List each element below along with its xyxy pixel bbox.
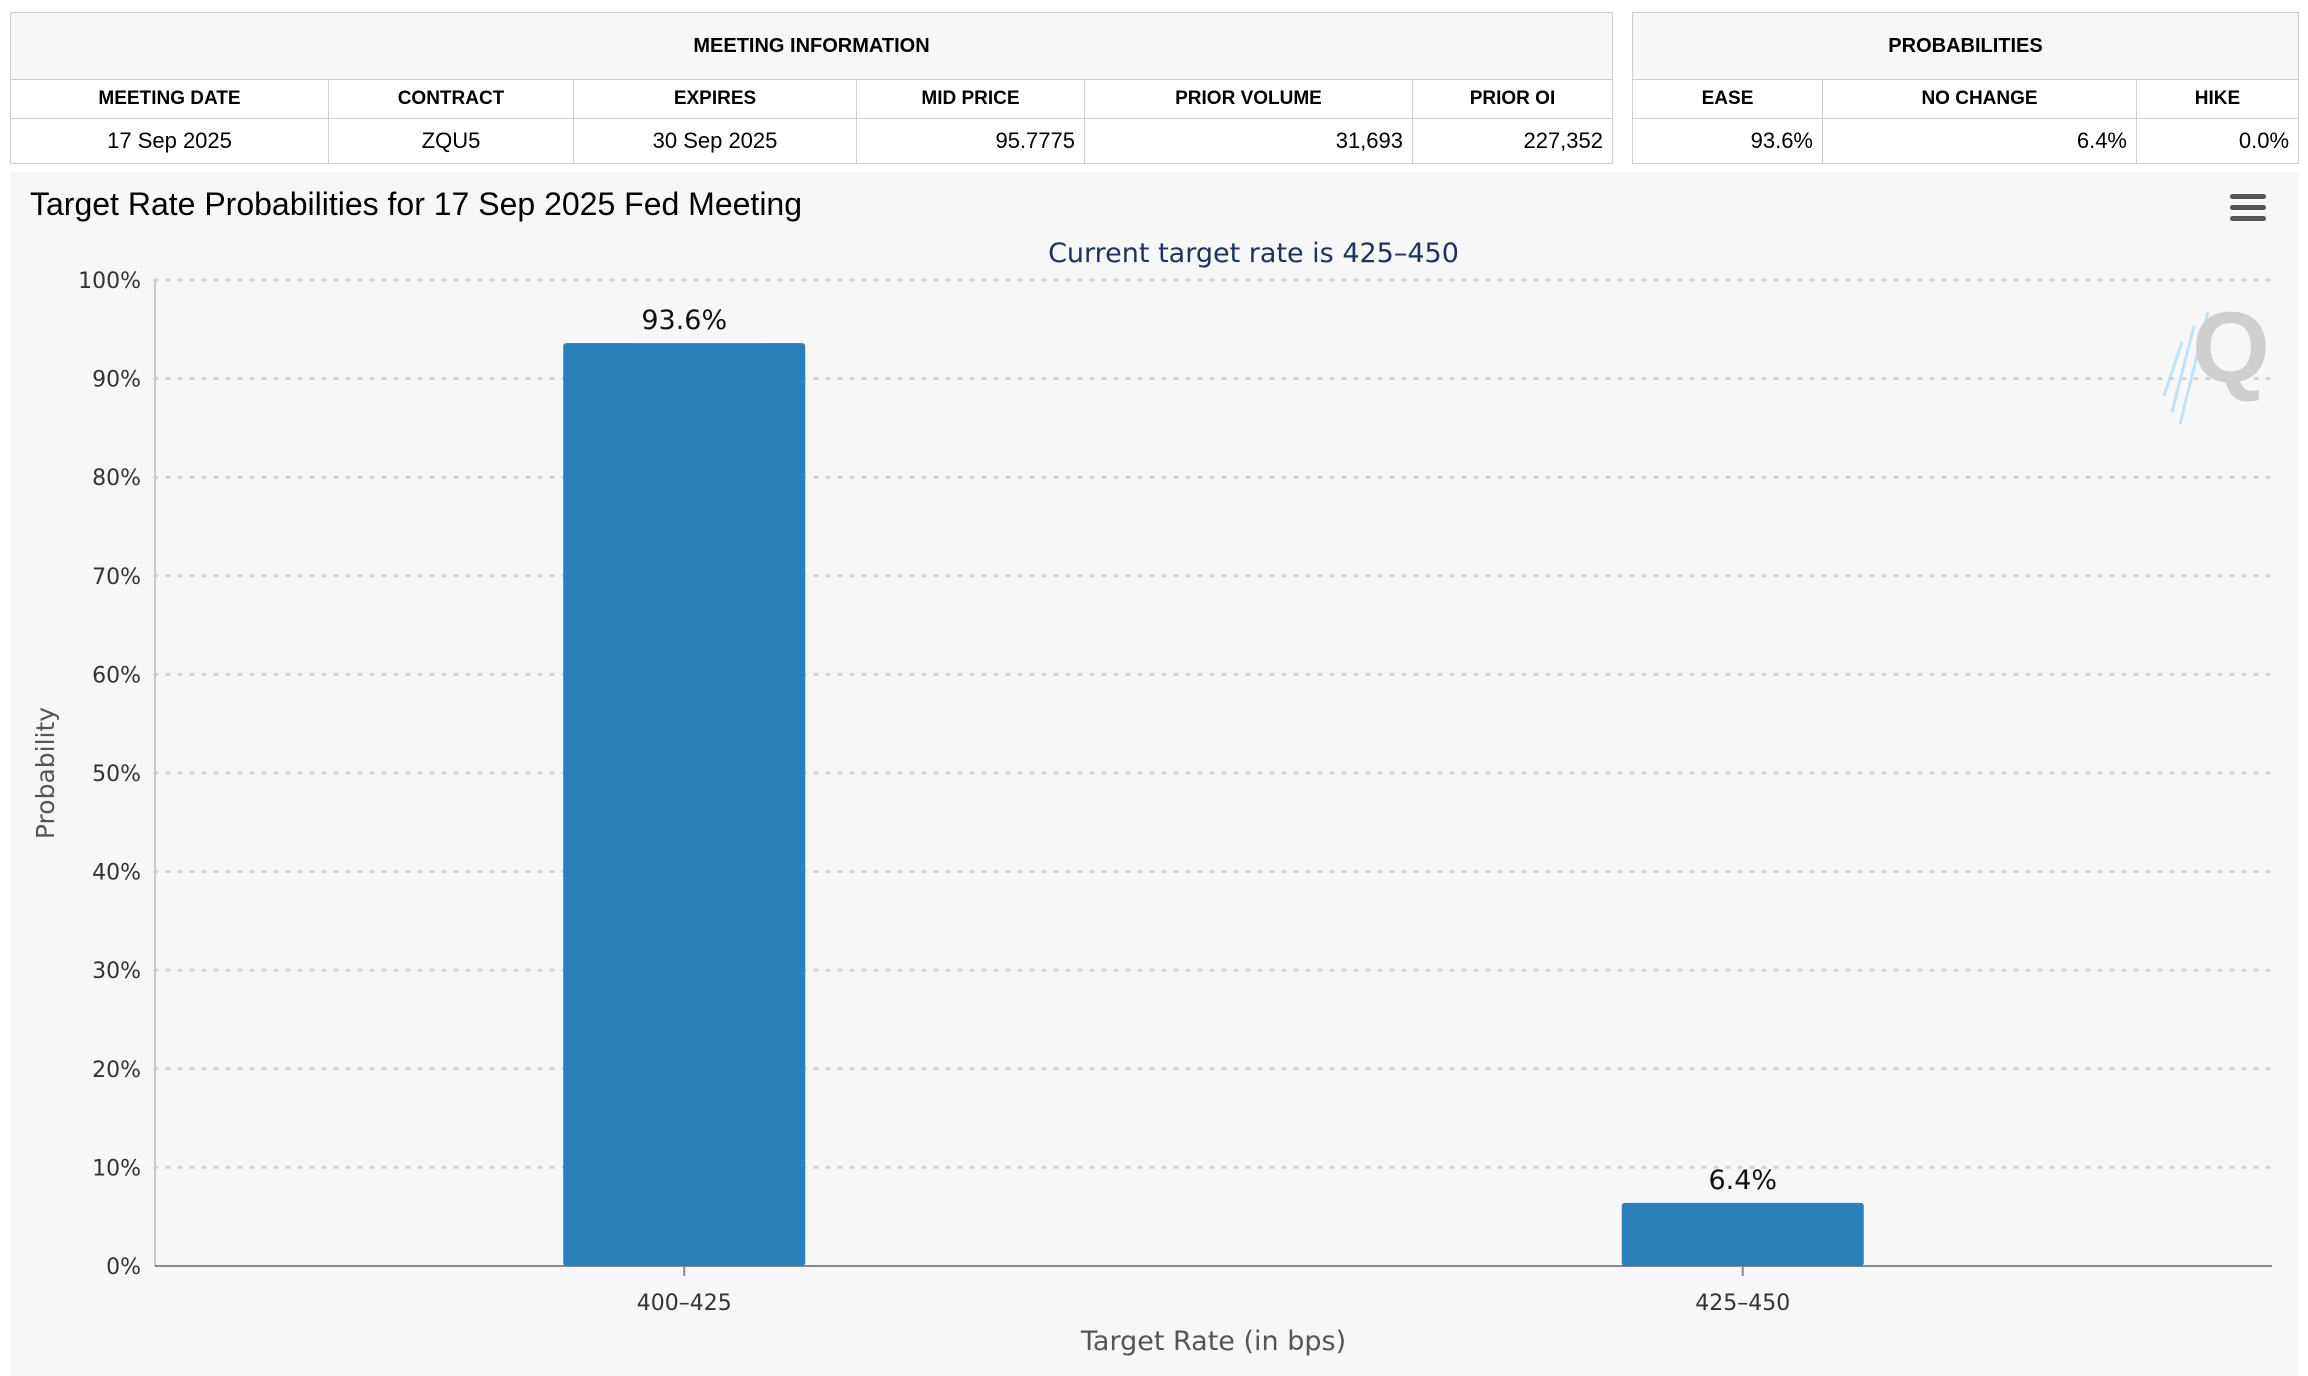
- ease-value: 93.6%: [1632, 118, 1823, 164]
- y-tick-label: 20%: [92, 1058, 141, 1083]
- no-change-value: 6.4%: [1822, 118, 2137, 164]
- col-ease: EASE: [1632, 79, 1823, 119]
- y-tick-label: 90%: [92, 368, 141, 393]
- prior-volume-value: 31,693: [1084, 118, 1413, 164]
- bar: [563, 343, 806, 1266]
- mid-price-value: 95.7775: [856, 118, 1085, 164]
- expires-value: 30 Sep 2025: [573, 118, 857, 164]
- meeting-information-table: MEETING INFORMATION MEETING DATE CONTRAC…: [10, 12, 1613, 164]
- col-hike: HIKE: [2135, 79, 2300, 119]
- table-row: 93.6% 6.4% 0.0%: [1632, 118, 2300, 164]
- col-meeting-date: MEETING DATE: [10, 79, 329, 119]
- q-logo-icon: Q: [2150, 292, 2270, 442]
- col-expires: EXPIRES: [573, 79, 857, 119]
- chart-subtitle: Current target rate is 425–450: [1048, 238, 1459, 269]
- col-prior-oi: PRIOR OI: [1412, 79, 1613, 119]
- chart-title: Target Rate Probabilities for 17 Sep 202…: [30, 186, 803, 222]
- hamburger-menu-icon[interactable]: [2230, 194, 2266, 224]
- y-tick-label: 0%: [106, 1255, 141, 1280]
- col-no-change: NO CHANGE: [1822, 79, 2137, 119]
- col-mid-price: MID PRICE: [856, 79, 1085, 119]
- prior-oi-value: 227,352: [1412, 118, 1613, 164]
- y-tick-label: 10%: [92, 1156, 141, 1181]
- y-tick-label: 40%: [92, 861, 141, 886]
- bar-chart: Current target rate is 425–450 0% 10% 20% 30…: [31, 238, 2274, 1357]
- x-tick-label: 425–450: [1695, 1291, 1790, 1316]
- contract-value: ZQU5: [328, 118, 574, 164]
- hike-value: 0.0%: [2135, 118, 2300, 164]
- y-tick-label: 80%: [92, 466, 141, 491]
- probabilities-table: PROBABILITIES EASE NO CHANGE HIKE 93.6% …: [1631, 12, 2300, 164]
- y-tick-label: 100%: [78, 269, 141, 294]
- data-label: 93.6%: [641, 305, 727, 336]
- x-tick-label: 400–425: [637, 1291, 732, 1316]
- bar: [1621, 1202, 1864, 1266]
- y-tick-label: 60%: [92, 663, 141, 688]
- col-contract: CONTRACT: [328, 79, 574, 119]
- y-tick-label: 70%: [92, 565, 141, 590]
- probabilities-title: PROBABILITIES: [1631, 12, 2300, 80]
- y-tick-label: 30%: [92, 959, 141, 984]
- meeting-information-title: MEETING INFORMATION: [10, 12, 1613, 80]
- chart-panel: Target Rate Probabilities for 17 Sep 202…: [10, 172, 2298, 1376]
- col-prior-volume: PRIOR VOLUME: [1084, 79, 1413, 119]
- y-tick-label: 50%: [92, 762, 141, 787]
- x-axis-title: Target Rate (in bps): [1080, 1326, 1346, 1357]
- data-label: 6.4%: [1708, 1165, 1777, 1196]
- y-axis-title: Probability: [31, 707, 60, 839]
- meeting-date-value: 17 Sep 2025: [10, 118, 329, 164]
- table-row: 17 Sep 2025 ZQU5 30 Sep 2025 95.7775 31,…: [10, 118, 1613, 164]
